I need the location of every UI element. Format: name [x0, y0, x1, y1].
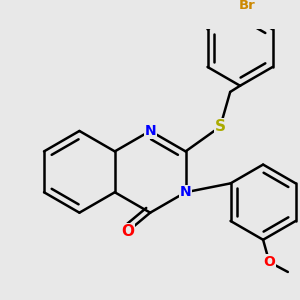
Text: O: O	[263, 255, 275, 269]
Text: N: N	[144, 124, 156, 138]
Text: Br: Br	[239, 0, 256, 12]
Text: S: S	[215, 119, 226, 134]
Text: O: O	[122, 224, 134, 239]
Text: N: N	[180, 185, 191, 199]
